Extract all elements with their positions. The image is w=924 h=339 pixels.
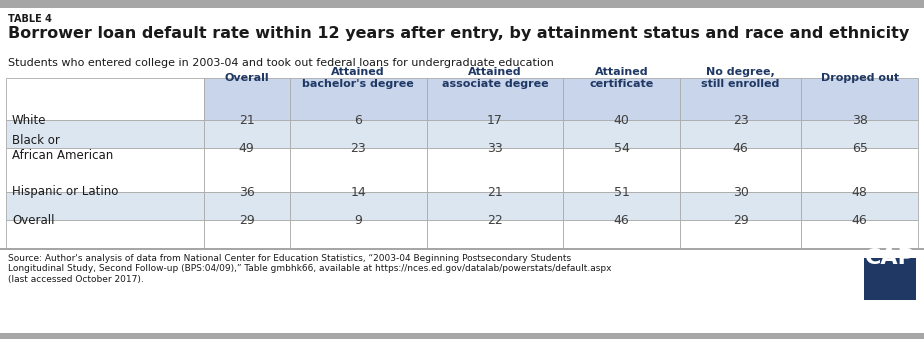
Text: 40: 40: [614, 114, 629, 126]
Bar: [6, 192, 203, 220]
Bar: [680, 78, 801, 120]
Bar: [0, 248, 924, 250]
Text: CAP: CAP: [865, 248, 915, 268]
Bar: [680, 148, 801, 192]
Text: 38: 38: [852, 114, 868, 126]
Bar: [427, 78, 564, 120]
Bar: [864, 258, 916, 300]
Text: Attained
associate degree: Attained associate degree: [442, 67, 548, 89]
Bar: [290, 220, 427, 248]
Bar: [6, 120, 203, 148]
Bar: [203, 148, 290, 192]
Bar: [6, 78, 203, 120]
Bar: [427, 192, 564, 220]
Text: 51: 51: [614, 185, 629, 199]
Bar: [564, 78, 680, 120]
Text: 21: 21: [238, 114, 254, 126]
Bar: [564, 192, 680, 220]
Bar: [427, 148, 564, 192]
Bar: [6, 148, 203, 192]
Bar: [290, 120, 427, 148]
Text: Attained
bachelor's degree: Attained bachelor's degree: [302, 67, 414, 89]
Text: White: White: [12, 114, 46, 126]
Text: Attained
certificate: Attained certificate: [590, 67, 653, 89]
Text: 22: 22: [487, 214, 503, 226]
Text: 54: 54: [614, 141, 629, 155]
Bar: [801, 78, 918, 120]
Text: Overall: Overall: [225, 73, 269, 83]
Bar: [564, 220, 680, 248]
Text: Dropped out: Dropped out: [821, 73, 899, 83]
Text: 33: 33: [487, 141, 503, 155]
Text: No degree,
still enrolled: No degree, still enrolled: [701, 67, 780, 89]
Text: Overall: Overall: [12, 214, 55, 226]
Text: 36: 36: [238, 185, 254, 199]
Bar: [427, 220, 564, 248]
Bar: [564, 120, 680, 148]
Bar: [427, 120, 564, 148]
Bar: [203, 220, 290, 248]
Bar: [203, 192, 290, 220]
Text: Students who entered college in 2003-04 and took out federal loans for undergrad: Students who entered college in 2003-04 …: [8, 58, 553, 68]
Text: 46: 46: [733, 141, 748, 155]
Bar: [203, 78, 290, 120]
Text: 46: 46: [852, 214, 868, 226]
Text: 46: 46: [614, 214, 629, 226]
Text: 48: 48: [852, 185, 868, 199]
Text: 49: 49: [238, 141, 254, 155]
Bar: [801, 192, 918, 220]
Text: 6: 6: [354, 114, 362, 126]
Text: 29: 29: [733, 214, 748, 226]
Bar: [290, 148, 427, 192]
Text: 23: 23: [350, 141, 366, 155]
Text: Source: Author's analysis of data from National Center for Education Statistics,: Source: Author's analysis of data from N…: [8, 254, 612, 284]
Bar: [801, 120, 918, 148]
Text: TABLE 4: TABLE 4: [8, 14, 52, 24]
Bar: [203, 120, 290, 148]
Bar: [290, 192, 427, 220]
Bar: [680, 220, 801, 248]
Bar: [801, 148, 918, 192]
Text: 23: 23: [733, 114, 748, 126]
Bar: [564, 148, 680, 192]
Text: 21: 21: [487, 185, 503, 199]
Bar: [6, 220, 203, 248]
Text: Black or
African American: Black or African American: [12, 134, 114, 162]
Text: Hispanic or Latino: Hispanic or Latino: [12, 185, 118, 199]
Bar: [680, 120, 801, 148]
Text: 14: 14: [350, 185, 366, 199]
Bar: [0, 333, 924, 339]
Text: 9: 9: [354, 214, 362, 226]
Bar: [801, 220, 918, 248]
Bar: [290, 78, 427, 120]
Text: 65: 65: [852, 141, 868, 155]
Text: 30: 30: [733, 185, 748, 199]
Bar: [0, 0, 924, 8]
Text: 29: 29: [238, 214, 254, 226]
Text: Borrower loan default rate within 12 years after entry, by attainment status and: Borrower loan default rate within 12 yea…: [8, 26, 909, 41]
Bar: [680, 192, 801, 220]
Text: 17: 17: [487, 114, 503, 126]
